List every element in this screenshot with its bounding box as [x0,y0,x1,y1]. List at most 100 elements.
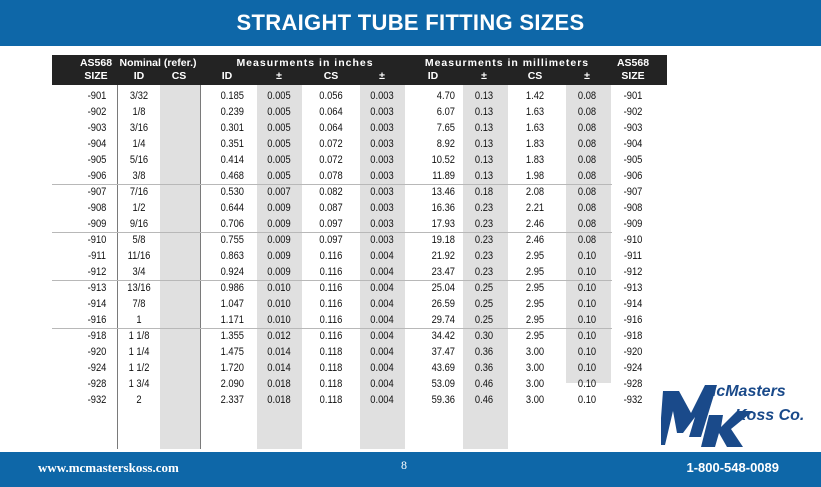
header-mm-cs: CS [527,70,543,82]
cell-mm-id-tol: 0.25 [474,298,494,310]
cell-inch-id-tol: 0.005 [267,154,291,166]
cell-nominal-id: 1/8 [132,106,146,118]
footer-website-link[interactable]: www.mcmasterskoss.com [38,460,179,475]
cell-inch-cs: 0.064 [319,106,343,118]
company-logo [661,385,753,447]
header-as568-right: AS568 [616,57,650,69]
cell-as568-size-left: -908 [87,202,107,214]
row-group-divider [52,280,612,281]
cell-as568-size-left: -904 [87,138,107,150]
header-in-id: ID [221,70,233,82]
cell-as568-size-right: -907 [623,186,643,198]
cell-nominal-id: 1 1/4 [128,346,150,358]
cell-inch-cs-tol: 0.004 [370,346,394,358]
cell-inch-id-tol: 0.010 [267,282,291,294]
cell-as568-size-right: -916 [623,314,643,326]
cell-mm-id: 16.36 [431,202,455,214]
cell-mm-cs-tol: 0.08 [577,90,597,102]
cell-mm-id: 37.47 [431,346,455,358]
cell-mm-id-tol: 0.23 [474,266,494,278]
cell-inch-cs: 0.082 [319,186,343,198]
cell-inch-id-tol: 0.018 [267,378,291,390]
cell-mm-cs-tol: 0.08 [577,138,597,150]
cell-mm-id-tol: 0.23 [474,218,494,230]
cell-inch-cs-tol: 0.003 [370,138,394,150]
cell-inch-id: 0.924 [220,266,244,278]
cell-inch-cs-tol: 0.003 [370,106,394,118]
cell-inch-id: 1.720 [220,362,244,374]
cell-inch-cs-tol: 0.004 [370,314,394,326]
header-in-id-tol: ± [276,70,282,82]
cell-mm-cs-tol: 0.10 [577,266,597,278]
cell-inch-id: 0.351 [220,138,244,150]
cell-mm-id: 7.65 [436,122,455,134]
cell-inch-id-tol: 0.005 [267,90,291,102]
cell-inch-id: 2.090 [220,378,244,390]
cell-mm-cs: 2.46 [525,218,545,230]
cell-nominal-id: 2 [136,394,142,406]
cell-inch-cs: 0.118 [319,378,343,390]
cell-mm-cs-tol: 0.08 [577,186,597,198]
cell-inch-cs: 0.097 [319,234,343,246]
cell-inch-id: 0.706 [220,218,244,230]
cell-as568-size-right: -904 [623,138,643,150]
cell-mm-cs-tol: 0.08 [577,202,597,214]
cell-inch-cs: 0.118 [319,346,343,358]
cell-inch-id: 0.301 [220,122,244,134]
cell-as568-size-right: -920 [623,346,643,358]
cell-inch-cs-tol: 0.004 [370,394,394,406]
cell-as568-size-left: -932 [87,394,107,406]
cell-mm-id: 23.47 [431,266,455,278]
cell-mm-cs: 2.95 [525,314,545,326]
cell-mm-id-tol: 0.13 [474,90,494,102]
cell-mm-cs: 2.95 [525,330,545,342]
cell-nominal-id: 13/16 [127,282,151,294]
header-size-left: SIZE [84,70,108,82]
header-nominal: Nominal (refer.) [119,57,197,69]
cell-mm-id-tol: 0.30 [474,330,494,342]
cell-mm-cs-tol: 0.08 [577,154,597,166]
cell-as568-size-left: -916 [87,314,107,326]
cell-nominal-id: 7/16 [129,186,149,198]
cell-nominal-id: 1/4 [132,138,146,150]
cell-mm-cs: 3.00 [525,362,545,374]
cell-nominal-id: 7/8 [132,298,146,310]
cell-inch-cs: 0.064 [319,122,343,134]
cell-inch-id: 0.239 [220,106,244,118]
shade-mm-cs-tol [566,85,611,383]
cell-inch-id: 1.047 [220,298,244,310]
cell-nominal-id: 3/4 [132,266,146,278]
cell-inch-cs-tol: 0.004 [370,266,394,278]
cell-mm-cs: 3.00 [525,394,545,406]
cell-as568-size-left: -918 [87,330,107,342]
cell-as568-size-right: -905 [623,154,643,166]
cell-mm-cs-tol: 0.10 [577,346,597,358]
cell-nominal-id: 1 1/2 [128,362,150,374]
cell-mm-cs-tol: 0.10 [577,282,597,294]
header-mm-id-tol: ± [481,70,487,82]
cell-inch-cs: 0.116 [319,282,343,294]
cell-inch-id: 0.530 [220,186,244,198]
cell-as568-size-right: -901 [623,90,643,102]
cell-mm-cs-tol: 0.10 [577,362,597,374]
cell-inch-id-tol: 0.014 [267,362,291,374]
header-in-cs-tol: ± [379,70,385,82]
cell-as568-size-right: -908 [623,202,643,214]
cell-as568-size-right: -903 [623,122,643,134]
cell-nominal-id: 3/8 [132,170,146,182]
cell-inch-id-tol: 0.009 [267,234,291,246]
cell-mm-cs: 2.95 [525,266,545,278]
footer-bar [0,452,821,487]
cell-mm-cs: 1.83 [525,138,545,150]
header-size-right: SIZE [621,70,645,82]
cell-mm-id-tol: 0.36 [474,346,494,358]
cell-mm-cs: 2.95 [525,250,545,262]
cell-mm-id: 13.46 [431,186,455,198]
cell-nominal-id: 1 [136,314,142,326]
row-group-divider [52,184,612,185]
cell-inch-cs: 0.118 [319,362,343,374]
cell-inch-id-tol: 0.005 [267,138,291,150]
cell-mm-cs-tol: 0.10 [577,394,597,406]
cell-mm-cs: 2.95 [525,298,545,310]
cell-inch-cs-tol: 0.003 [370,154,394,166]
